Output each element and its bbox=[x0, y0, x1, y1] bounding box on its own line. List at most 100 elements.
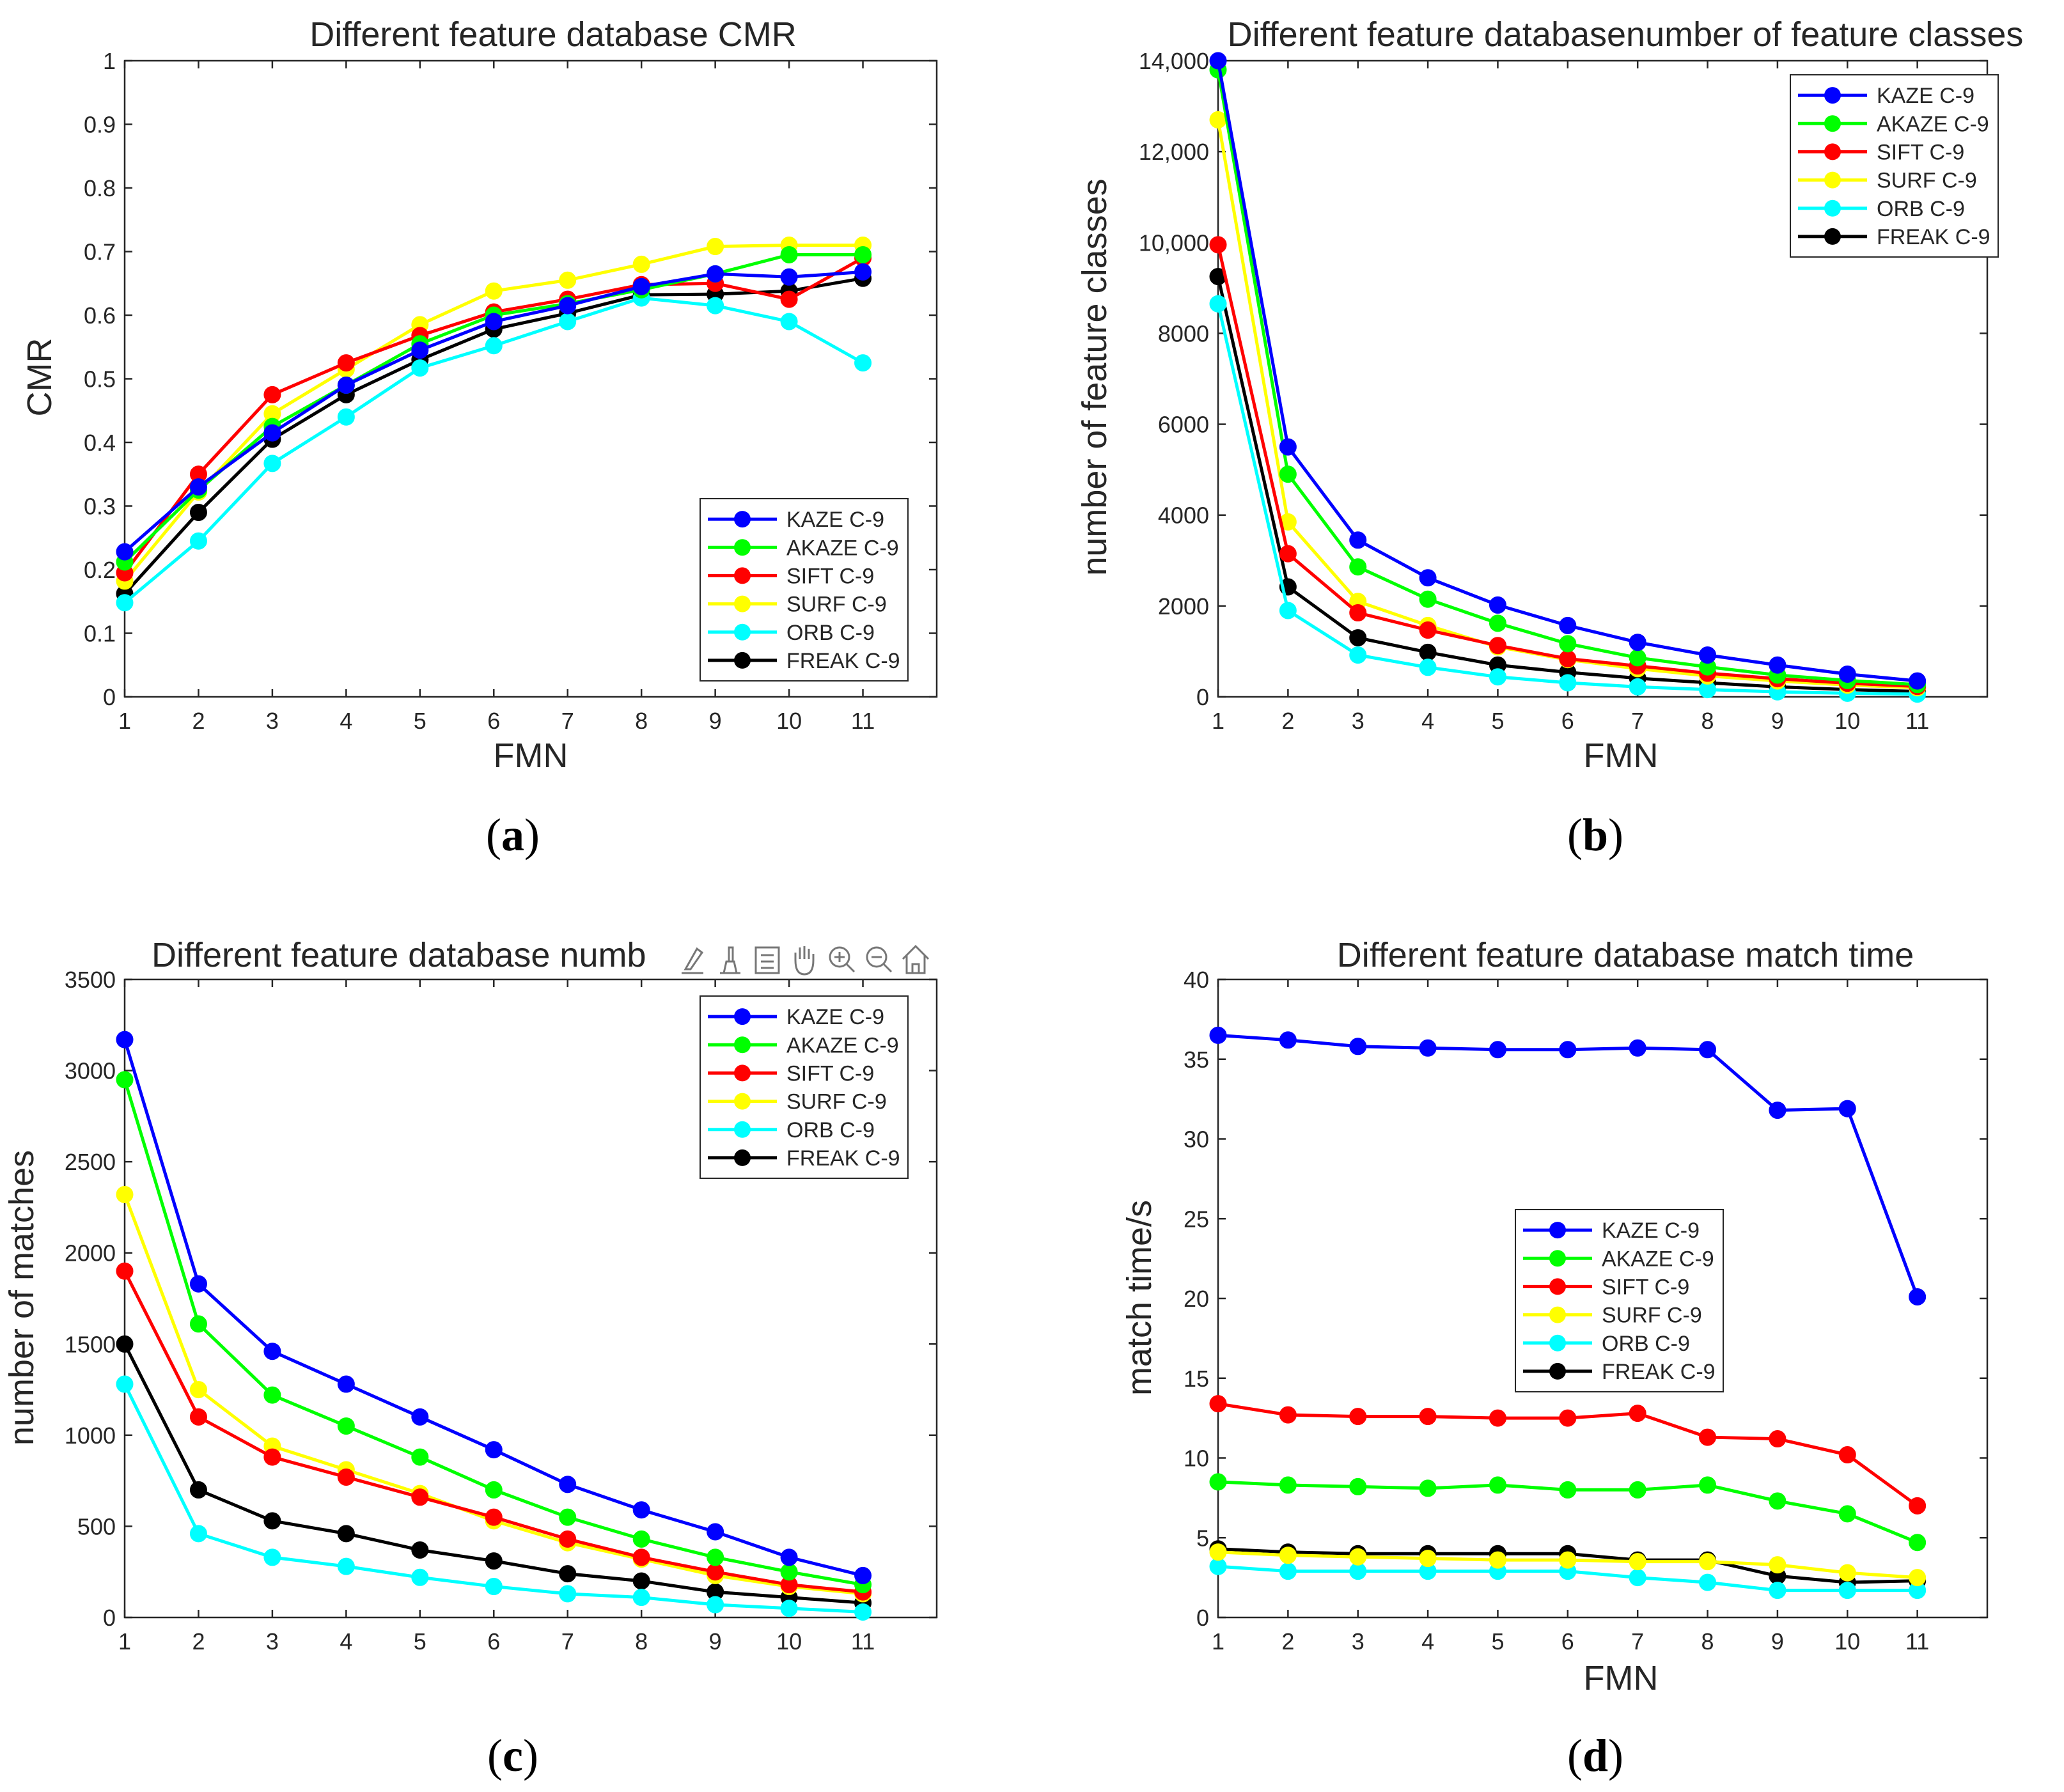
data-point-akaze bbox=[1489, 1476, 1506, 1494]
brush-icon[interactable] bbox=[682, 947, 704, 974]
chart-panel-c: Different feature database numb 1 2 3 4 5 6 7 8… bbox=[3, 935, 946, 1781]
x-axis-label-d: FMN bbox=[1584, 1659, 1659, 1697]
legend-b[interactable]: KAZE C-9 AKAZE C-9 SIFT C-9 SURF C-9 ORB C-9… bbox=[1790, 74, 1999, 258]
legend-marker-freak bbox=[1549, 1362, 1566, 1380]
x-tick-label: 6 bbox=[487, 708, 500, 734]
chart-title-a: Different feature database CMR bbox=[309, 15, 796, 54]
data-point-orb bbox=[1349, 646, 1367, 664]
data-point-kaze bbox=[1699, 646, 1717, 664]
y-tick-label: 12,000 bbox=[1139, 139, 1209, 165]
y-axis-label-a: CMR bbox=[20, 338, 59, 417]
data-point-kaze bbox=[1769, 1102, 1786, 1119]
y-tick-label: 0 bbox=[1196, 1605, 1209, 1631]
zoom-out-icon[interactable] bbox=[866, 946, 893, 973]
y-tick-label: 30 bbox=[1184, 1126, 1209, 1153]
y-tick-label: 1500 bbox=[65, 1331, 116, 1357]
data-point-kaze bbox=[707, 1523, 724, 1541]
data-point-surf bbox=[707, 238, 724, 256]
x-tick-label: 5 bbox=[1491, 708, 1504, 734]
axes-toolbar bbox=[671, 935, 946, 981]
x-tick-label: 11 bbox=[851, 1628, 875, 1655]
pan-icon[interactable] bbox=[794, 946, 815, 976]
data-point-sift bbox=[780, 290, 798, 308]
data-point-kaze bbox=[1769, 656, 1786, 674]
legend-marker-sift bbox=[734, 1064, 751, 1082]
y-tick-label: 2000 bbox=[1158, 593, 1209, 619]
x-tick-label: 2 bbox=[1281, 1628, 1294, 1655]
data-point-sift bbox=[1209, 1395, 1227, 1413]
data-point-freak bbox=[116, 1335, 134, 1353]
x-tick-label: 2 bbox=[1281, 708, 1294, 734]
zoom-in-icon[interactable] bbox=[829, 946, 856, 973]
data-point-akaze bbox=[1489, 614, 1506, 632]
chart-panel-b: Different feature databasenumber of feat… bbox=[1075, 15, 2023, 861]
data-point-surf bbox=[559, 271, 577, 289]
data-point-sift bbox=[1489, 637, 1506, 655]
data-point-sift bbox=[337, 354, 355, 372]
data-point-orb bbox=[116, 1375, 134, 1393]
data-point-orb bbox=[707, 297, 724, 315]
data-point-sift bbox=[1349, 604, 1367, 622]
data-point-kaze bbox=[411, 341, 429, 359]
legend-marker-orb bbox=[734, 1121, 751, 1138]
x-tick-label: 5 bbox=[414, 708, 426, 734]
data-point-kaze bbox=[559, 1476, 577, 1493]
data-point-freak bbox=[632, 1572, 650, 1590]
home-icon[interactable] bbox=[902, 944, 930, 974]
legend-label-orb: ORB C-9 bbox=[786, 1118, 875, 1142]
data-point-freak bbox=[559, 1565, 577, 1583]
legend-label-sift: SIFT C-9 bbox=[1877, 140, 1964, 164]
y-tick-label: 4000 bbox=[1158, 503, 1209, 529]
legend-icon[interactable] bbox=[754, 946, 780, 974]
data-point-akaze bbox=[1838, 1505, 1856, 1523]
data-point-orb bbox=[1279, 602, 1297, 619]
data-point-kaze bbox=[116, 1031, 134, 1048]
legend-a[interactable]: KAZE C-9 AKAZE C-9 SIFT C-9 SURF C-9 ORB C-9… bbox=[700, 498, 909, 682]
data-point-kaze bbox=[337, 1375, 355, 1393]
data-point-surf bbox=[1209, 1543, 1227, 1561]
data-point-orb bbox=[1209, 295, 1227, 313]
legend-label-freak: FREAK C-9 bbox=[1602, 1360, 1716, 1384]
legend-marker-surf bbox=[1549, 1306, 1566, 1323]
data-point-orb bbox=[263, 1548, 281, 1566]
data-point-akaze bbox=[780, 1563, 798, 1581]
x-tick-label: 9 bbox=[709, 708, 722, 734]
y-axis-label-c: number of matches bbox=[3, 1150, 41, 1445]
y-tick-label: 0.9 bbox=[84, 112, 116, 138]
data-point-akaze bbox=[1419, 1479, 1437, 1497]
data-point-orb bbox=[1489, 668, 1506, 686]
data-point-orb bbox=[1279, 1562, 1297, 1580]
data-point-kaze bbox=[780, 1548, 798, 1566]
legend-marker-akaze bbox=[1824, 115, 1841, 132]
panel-label-a: (a) bbox=[486, 809, 540, 861]
data-point-surf bbox=[189, 1381, 207, 1399]
data-point-kaze bbox=[1279, 1031, 1297, 1049]
legend-box bbox=[700, 498, 909, 682]
y-axis-label-b: number of feature classes bbox=[1075, 178, 1114, 575]
data-point-akaze bbox=[1559, 1481, 1577, 1499]
legend-marker-akaze bbox=[1549, 1250, 1566, 1267]
legend-box bbox=[700, 995, 909, 1179]
datatip-icon[interactable] bbox=[720, 946, 740, 974]
x-tick-label: 4 bbox=[1421, 708, 1434, 734]
data-point-kaze bbox=[1349, 1038, 1367, 1056]
data-point-orb bbox=[337, 408, 355, 426]
legend-marker-freak bbox=[1824, 228, 1841, 245]
legend-d[interactable]: KAZE C-9 AKAZE C-9 SIFT C-9 SURF C-9 ORB C-9… bbox=[1515, 1209, 1724, 1392]
x-tick-label: 7 bbox=[1631, 708, 1644, 734]
panel-label-d: (d) bbox=[1567, 1730, 1623, 1781]
legend-c[interactable]: KAZE C-9 AKAZE C-9 SIFT C-9 SURF C-9 ORB C-9… bbox=[700, 995, 909, 1179]
legend-marker-surf bbox=[734, 595, 751, 612]
legend-marker-sift bbox=[734, 567, 751, 584]
data-point-orb bbox=[1699, 1573, 1717, 1591]
data-point-akaze bbox=[1279, 465, 1297, 483]
data-point-orb bbox=[263, 455, 281, 472]
chart-title-c: Different feature database numb bbox=[152, 936, 646, 974]
data-point-akaze bbox=[1349, 558, 1367, 576]
data-point-akaze bbox=[263, 1386, 281, 1404]
x-tick-label: 10 bbox=[776, 1628, 802, 1655]
legend-label-akaze: AKAZE C-9 bbox=[786, 1033, 899, 1057]
legend-label-kaze: KAZE C-9 bbox=[786, 508, 884, 532]
x-tick-label: 1 bbox=[118, 708, 131, 734]
chart-title-d: Different feature database match time bbox=[1337, 936, 1914, 974]
